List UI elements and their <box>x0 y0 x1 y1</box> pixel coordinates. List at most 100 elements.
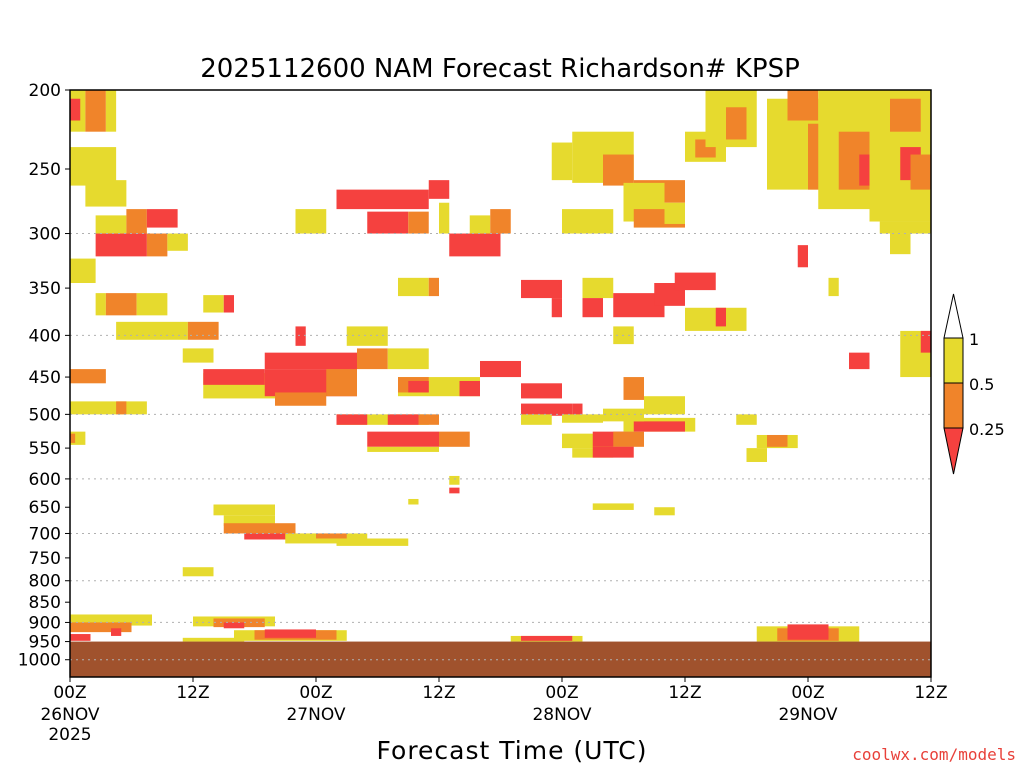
heatmap-cell <box>70 147 117 186</box>
heatmap-cell <box>767 434 788 447</box>
colorbar-swatch <box>943 382 964 429</box>
heatmap-cell <box>105 90 117 132</box>
x-tick-label: 00Z <box>791 683 824 703</box>
gridlines <box>70 233 931 661</box>
heatmap-cell <box>367 211 409 234</box>
heatmap-cell <box>95 293 106 316</box>
heatmap-cell <box>469 215 491 234</box>
heatmap-cell <box>920 330 931 353</box>
heatmap-cell <box>187 321 219 340</box>
heatmap-cell <box>182 348 214 363</box>
heatmap-cell <box>664 202 685 224</box>
heatmap-cell <box>264 352 357 370</box>
heatmap-cell <box>116 401 127 415</box>
heatmap-cell <box>726 107 747 140</box>
heatmap-cell <box>521 403 573 416</box>
x-tick-label: 12Z <box>914 683 947 703</box>
heatmap-cell <box>592 446 634 458</box>
heatmap-cell <box>408 498 419 505</box>
x-axis-label: Forecast Time (UTC) <box>377 736 648 765</box>
heatmap-cell <box>551 298 562 318</box>
colorbar-legend: 1 0.5 0.25 <box>943 293 1005 475</box>
heatmap-cell <box>203 295 224 313</box>
heatmap-cell <box>244 533 316 540</box>
heatmap-cell <box>521 279 562 299</box>
heatmap-cell <box>387 414 419 425</box>
heatmap-cell <box>613 431 644 447</box>
heatmap-cell <box>223 622 245 629</box>
heatmap-cell <box>223 523 296 534</box>
heatmap-cell <box>70 98 81 121</box>
y-tick-label: 600 <box>29 470 61 490</box>
heatmap-cell <box>336 189 429 210</box>
y-tick-label: 550 <box>29 439 61 459</box>
heatmap-cell <box>480 360 521 378</box>
heatmap-cell <box>890 98 921 132</box>
heatmap-cell <box>828 277 839 297</box>
heatmap-cell <box>275 392 327 406</box>
heatmap-cell <box>459 380 480 397</box>
heatmap-cell <box>715 307 726 327</box>
heatmap-cell <box>890 233 911 255</box>
heatmap-cell <box>746 448 767 462</box>
heatmap-cell <box>203 369 265 385</box>
y-tick-label: 650 <box>29 498 61 518</box>
x-tick-label: 00Z <box>299 683 332 703</box>
y-tick-label: 250 <box>29 160 61 180</box>
x-tick-label: 00Z <box>53 683 86 703</box>
heatmap-cell <box>70 369 106 384</box>
heatmap-cell <box>551 142 573 181</box>
heatmap-cell <box>910 154 931 190</box>
heatmap-cell <box>146 233 168 257</box>
heatmap-cell <box>787 624 829 640</box>
heatmap-cell <box>70 433 76 443</box>
heatmap-cell <box>521 635 573 641</box>
y-tick-label: 700 <box>29 524 61 544</box>
heatmap-cell <box>879 221 931 234</box>
colorbar-bottom-arrow <box>943 427 964 475</box>
ground-fill <box>70 641 931 677</box>
heatmap-cell <box>70 614 152 626</box>
heatmap-cell <box>116 321 188 340</box>
colorbar-label: 1 <box>969 330 979 349</box>
x-tick-date: 28NOV <box>532 705 591 725</box>
heatmap-cell <box>70 258 96 284</box>
heatmap-cell <box>490 209 511 234</box>
heatmap-cell <box>346 326 388 346</box>
heatmap-cell <box>797 245 808 268</box>
x-tick-year: 2025 <box>48 725 91 745</box>
plot-frame <box>69 89 932 678</box>
heatmap-cell <box>95 233 147 257</box>
colorbar-label: 0.5 <box>969 375 994 394</box>
y-tick-label: 300 <box>29 225 61 245</box>
heatmap-cell <box>95 215 127 234</box>
x-tick-date: 29NOV <box>778 705 837 725</box>
heatmap-cell <box>644 396 685 415</box>
heatmap-cell <box>182 637 245 642</box>
heatmap-cell <box>146 209 178 228</box>
x-tick-date: 27NOV <box>286 705 345 725</box>
heatmap-cell <box>295 326 306 346</box>
colorbar-swatch <box>943 337 964 384</box>
heatmap-cell <box>336 414 368 425</box>
heatmap-cell <box>562 209 614 234</box>
y-tick-label: 800 <box>29 572 61 592</box>
heatmap-cell <box>136 293 168 316</box>
heatmap-cell <box>336 538 409 546</box>
heatmap-cell <box>70 634 91 641</box>
credit-text[interactable]: coolwx.com/models <box>852 745 1016 764</box>
heatmap-cell <box>439 431 470 447</box>
x-tick-label: 12Z <box>668 683 701 703</box>
heatmap-cell <box>223 515 275 526</box>
heatmap-cell <box>623 377 644 400</box>
heatmap-cell <box>85 180 127 207</box>
heatmap-cells <box>70 90 931 642</box>
y-tick-label: 750 <box>29 549 61 569</box>
heatmap-cell <box>572 403 583 422</box>
heatmap-cell <box>521 414 552 425</box>
heatmap-cell <box>849 352 870 370</box>
heatmap-cell <box>654 507 675 516</box>
heatmap-cell <box>316 533 347 539</box>
heatmap-cell <box>428 180 450 199</box>
